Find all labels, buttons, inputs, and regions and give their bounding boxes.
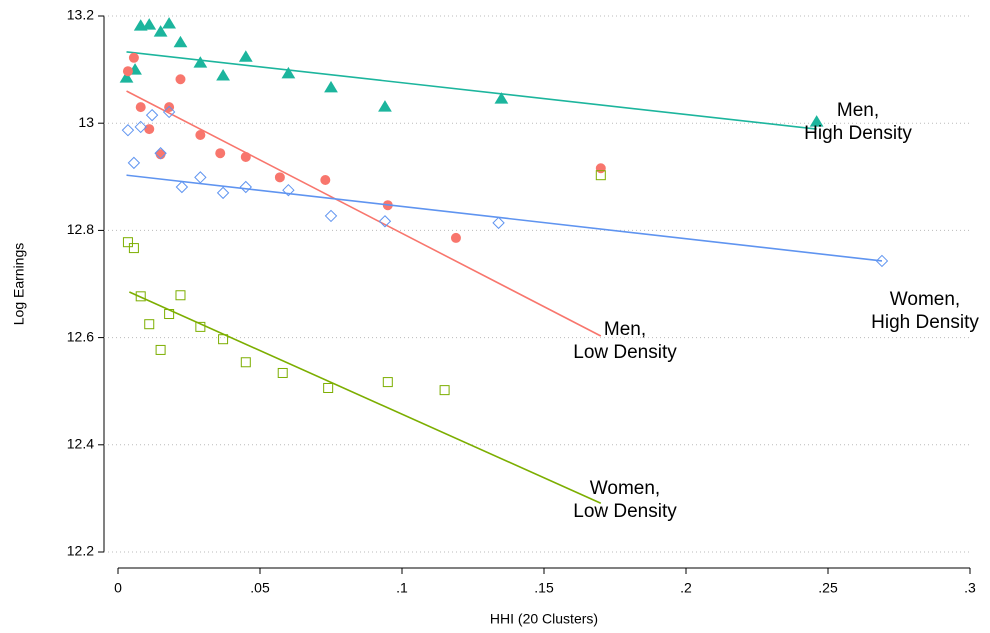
point bbox=[238, 50, 253, 62]
x-axis-title: HHI (20 Clusters) bbox=[490, 611, 598, 627]
point bbox=[216, 186, 230, 200]
point bbox=[119, 71, 134, 83]
y-tick-label: 13.2 bbox=[67, 7, 94, 23]
point bbox=[175, 74, 186, 85]
x-tick-label: 0 bbox=[114, 580, 122, 596]
fit-line bbox=[129, 291, 602, 504]
point bbox=[218, 334, 229, 345]
annotation: Women, bbox=[890, 289, 960, 310]
point bbox=[595, 163, 606, 174]
point bbox=[121, 123, 135, 137]
x-tick-label: .3 bbox=[964, 580, 976, 596]
point bbox=[378, 100, 392, 112]
point bbox=[128, 52, 139, 63]
point bbox=[145, 108, 159, 122]
point bbox=[195, 321, 206, 332]
annotation: Men, bbox=[604, 319, 646, 340]
x-tick-label: .25 bbox=[818, 580, 838, 596]
point bbox=[439, 385, 450, 396]
point bbox=[239, 180, 253, 194]
point bbox=[122, 66, 133, 77]
point bbox=[324, 80, 338, 93]
annotation: High Density bbox=[871, 312, 979, 333]
point bbox=[134, 120, 147, 134]
x-tick-label: .05 bbox=[250, 580, 270, 596]
fit-line bbox=[126, 90, 602, 337]
point bbox=[875, 254, 889, 268]
point bbox=[162, 105, 176, 119]
point bbox=[194, 171, 207, 184]
point bbox=[127, 156, 141, 170]
point bbox=[144, 319, 155, 330]
point bbox=[281, 66, 296, 79]
x-tick-label: .2 bbox=[680, 580, 692, 596]
point bbox=[142, 18, 157, 30]
point bbox=[240, 357, 251, 368]
point bbox=[135, 291, 146, 302]
point bbox=[135, 102, 146, 113]
point bbox=[240, 151, 251, 162]
y-tick-label: 12.4 bbox=[67, 436, 94, 452]
fit-line bbox=[126, 51, 817, 130]
point bbox=[320, 175, 331, 186]
annotation: Women, bbox=[590, 478, 660, 499]
point bbox=[595, 170, 606, 181]
y-axis-title: Log Earnings bbox=[11, 243, 27, 326]
x-tick-label: .15 bbox=[534, 580, 554, 596]
y-tick-label: 12.6 bbox=[67, 328, 94, 344]
annotation: Men, bbox=[837, 100, 879, 121]
y-tick-label: 12.2 bbox=[67, 543, 94, 559]
point bbox=[277, 367, 288, 378]
point bbox=[122, 237, 133, 248]
point bbox=[195, 129, 206, 140]
point bbox=[173, 35, 188, 48]
point bbox=[144, 124, 155, 135]
point bbox=[378, 215, 392, 228]
point bbox=[382, 377, 393, 388]
x-tick-label: .1 bbox=[396, 580, 408, 596]
y-tick-label: 12.8 bbox=[67, 221, 94, 237]
point bbox=[193, 56, 208, 68]
point bbox=[162, 17, 177, 29]
point bbox=[153, 25, 168, 37]
point bbox=[274, 172, 285, 183]
point bbox=[809, 115, 824, 127]
annotation: High Density bbox=[804, 123, 912, 144]
annotation: Low Density bbox=[573, 501, 677, 522]
point bbox=[492, 216, 505, 230]
fit-line bbox=[126, 174, 883, 262]
point bbox=[175, 290, 186, 301]
point bbox=[216, 69, 230, 81]
point bbox=[450, 232, 461, 243]
point bbox=[164, 309, 175, 320]
point bbox=[175, 180, 189, 194]
point bbox=[324, 209, 338, 223]
point bbox=[323, 382, 334, 393]
y-tick-label: 13 bbox=[78, 114, 94, 130]
annotation: Low Density bbox=[573, 342, 677, 363]
point bbox=[494, 92, 509, 104]
point bbox=[282, 183, 295, 197]
point bbox=[215, 148, 226, 159]
point bbox=[154, 147, 167, 160]
point bbox=[155, 344, 166, 355]
point bbox=[128, 243, 139, 254]
